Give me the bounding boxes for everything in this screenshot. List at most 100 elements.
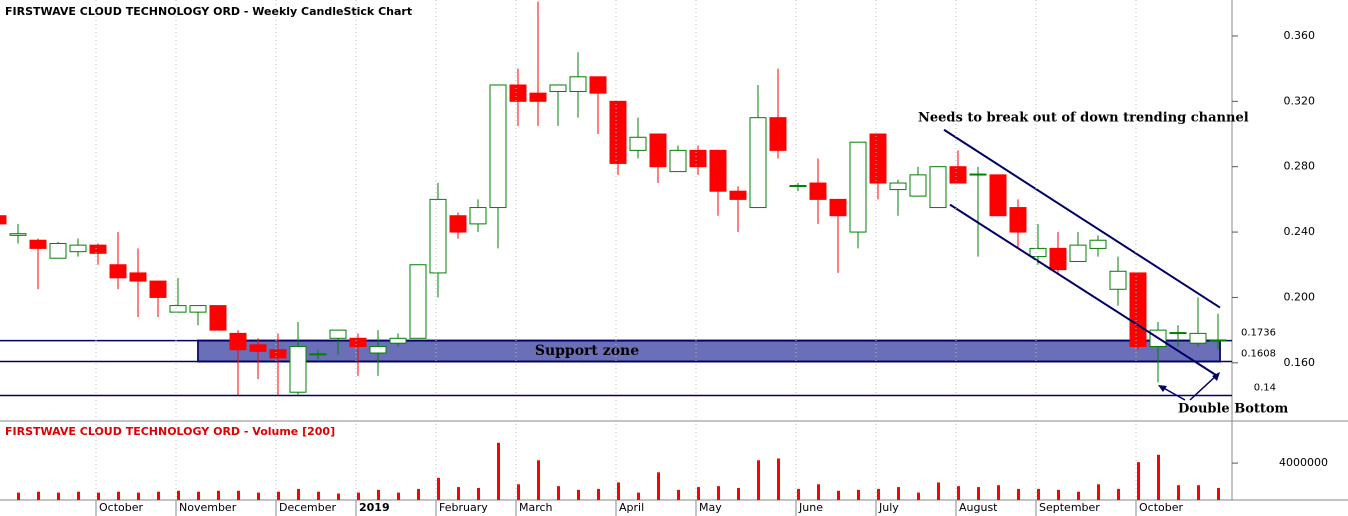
volume-bar (737, 488, 740, 500)
volume-bar (937, 482, 940, 500)
volume-title: FIRSTWAVE CLOUD TECHNOLOGY ORD - Volume … (5, 425, 335, 438)
candle-body (649, 133, 667, 168)
arrow-head (1212, 372, 1220, 381)
volume-bar (317, 491, 320, 500)
volume-bar (877, 488, 880, 500)
x-tick-label: September (1039, 501, 1100, 514)
candle-body (1069, 244, 1087, 262)
volume-bar (837, 490, 840, 500)
volume-bar (757, 460, 760, 500)
volume-bar (1137, 462, 1140, 500)
candle-body (669, 149, 687, 173)
volume-bar (777, 458, 780, 500)
candle-body (689, 149, 707, 168)
volume-bar (97, 492, 100, 500)
candle-body (409, 264, 427, 339)
volume-bar (477, 488, 480, 500)
volume-bar (417, 488, 420, 500)
volume-bar (337, 493, 340, 500)
volume-bar (197, 491, 200, 500)
candle-body (629, 136, 647, 151)
x-tick-label: March (519, 501, 553, 514)
candle-body (869, 133, 887, 184)
volume-bar (977, 487, 980, 500)
candle-body (369, 345, 387, 354)
volume-bar (17, 492, 20, 500)
candle-body (949, 166, 967, 184)
x-tick-label: October (1139, 501, 1183, 514)
channel-line (949, 203, 1219, 378)
y-tick-label: 0.240 (1284, 225, 1316, 238)
volume-bar (557, 486, 560, 500)
x-tick-label: February (439, 501, 488, 514)
candle-body (89, 244, 107, 254)
x-tick-label: October (99, 501, 143, 514)
candle-body (149, 280, 167, 298)
volume-bar (897, 487, 900, 500)
candle-body (489, 84, 507, 209)
candle-body (969, 173, 987, 176)
annotation: Needs to break out of down trending chan… (918, 111, 1249, 126)
volume-bar (1177, 485, 1180, 500)
candle-body (109, 264, 127, 279)
volume-bar (77, 491, 80, 500)
candle-body (549, 84, 567, 93)
candle-body (0, 215, 7, 225)
candle-body (249, 344, 267, 352)
volume-bar (717, 486, 720, 500)
volume-bar (457, 487, 460, 500)
candle-body (569, 76, 587, 93)
volume-bar (917, 492, 920, 500)
candle-body (269, 349, 287, 359)
volume-bar (1197, 485, 1200, 500)
x-tick-label: May (699, 501, 722, 514)
volume-bar (177, 490, 180, 500)
y-tick-label: 0.320 (1284, 94, 1316, 107)
volume-bar (637, 492, 640, 500)
volume-bar (1077, 491, 1080, 500)
candle-body (1029, 247, 1047, 258)
channel-line (943, 128, 1221, 309)
volume-bar (857, 489, 860, 500)
candle-body (1089, 239, 1107, 249)
volume-bar (997, 485, 1000, 500)
y-tick-label: 0.160 (1284, 356, 1316, 369)
volume-bar (957, 486, 960, 500)
x-tick-label: June (798, 501, 823, 514)
candle-body (909, 174, 927, 197)
candle-body (49, 243, 67, 259)
candle-body (469, 207, 487, 225)
volume-bar (1217, 488, 1220, 500)
candle-body (449, 215, 467, 233)
x-tick-label: April (619, 501, 644, 514)
candle-body (729, 190, 747, 200)
candle-body (209, 305, 227, 331)
volume-bar (437, 477, 440, 500)
volume-bar (677, 489, 680, 500)
candle-body (289, 345, 307, 393)
volume-bar (617, 482, 620, 500)
volume-bar (817, 484, 820, 500)
volume-bar (257, 492, 260, 500)
candle-body (709, 149, 727, 192)
candle-body (1189, 332, 1207, 344)
candle-body (849, 141, 867, 233)
level-label: 0.1608 (1241, 348, 1276, 359)
volume-bar (1117, 488, 1120, 500)
candle-body (589, 76, 607, 94)
y-tick-label: 0.200 (1284, 290, 1316, 303)
chart-title: FIRSTWAVE CLOUD TECHNOLOGY ORD - Weekly … (5, 5, 412, 18)
volume-bar (1097, 484, 1100, 500)
y-tick-label: 4000000 (1279, 456, 1328, 469)
level-label: 0.14 (1254, 382, 1276, 393)
volume-bar (117, 491, 120, 500)
candle-body (529, 92, 547, 102)
volume-bar (697, 487, 700, 500)
candle-body (889, 182, 907, 191)
candle-body (1169, 332, 1187, 335)
candle-body (329, 329, 347, 339)
candle-body (189, 305, 207, 313)
x-tick-label: December (279, 501, 337, 514)
candle-body (229, 332, 247, 351)
candle-body (309, 353, 327, 356)
